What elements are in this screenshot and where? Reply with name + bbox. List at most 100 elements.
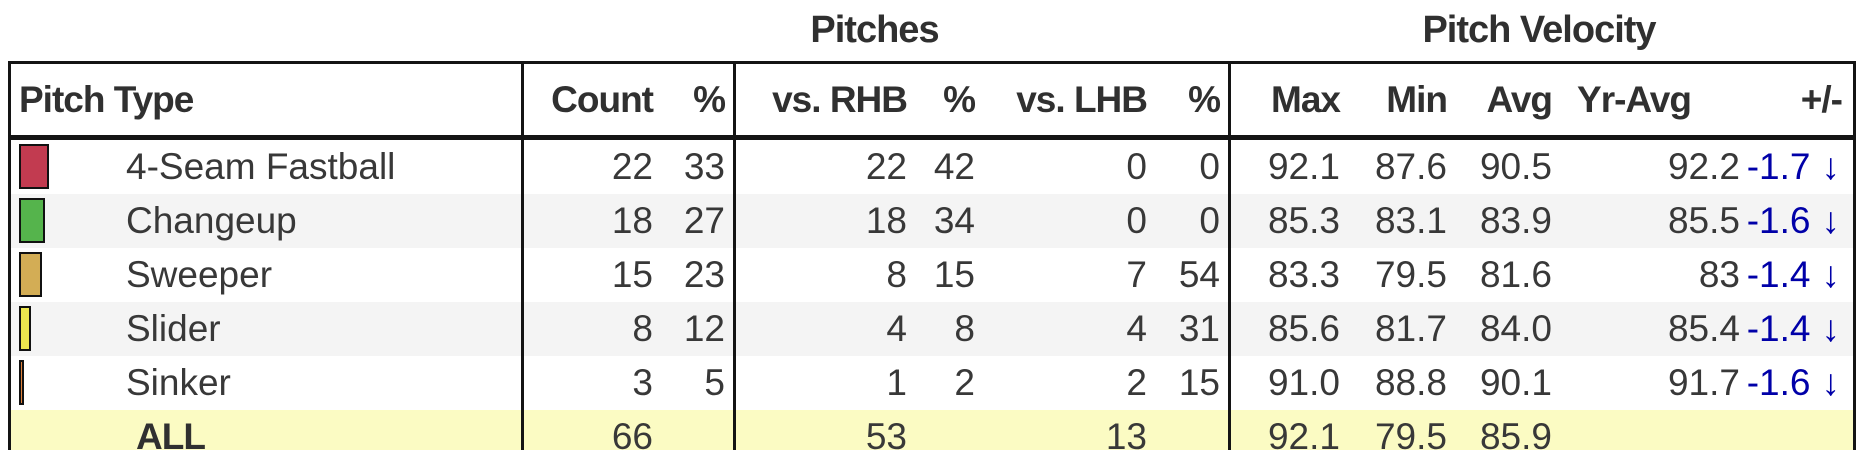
pitch-type-label: 4-Seam Fastball [126,146,396,187]
pitch-color-swatch [19,198,45,243]
pitch-color-swatch [19,306,31,351]
plus-minus-cell: -1.4 ↓ [1748,248,1850,302]
empty-cell [1748,410,1850,450]
count-pct-cell: 23 [683,254,725,295]
velo-diff-value: -1.7 [1748,146,1811,187]
count-cell: 22 [521,140,661,194]
vs-lhb-cell: 7 [1126,254,1147,295]
avg-velo-cell: 90.5 [1479,146,1552,187]
col-header-avg: Avg [1486,78,1553,120]
velo-diff-value: -1.6 [1748,200,1811,241]
avg-velo-cell: 90.1 [1479,362,1552,403]
max-velo-cell: 91.0 [1228,356,1348,410]
table-row-sweeper: Sweeper 15 23 8 15 7 54 83.3 79.5 81.6 8… [11,248,1853,302]
total-max-velo-cell: 92.1 [1228,410,1348,450]
vs-lhb-cell: 0 [1126,200,1147,241]
pitch-color-swatch [19,360,24,405]
pitch-type-cell: Slider [11,302,521,356]
pitch-type-label: Sweeper [126,254,273,295]
yr-avg-cell: 85.4 [1667,308,1740,349]
lhb-pct-cell: 54 [1178,254,1220,295]
col-header-plus-minus: +/- [1800,78,1843,120]
pitch-type-label: Changeup [126,200,297,241]
count-cell: 8 [521,302,661,356]
down-arrow-icon: ↓ [1821,362,1841,403]
vs-lhb-cell: 0 [1126,146,1147,187]
pitch-type-label: Sinker [126,362,231,403]
empty-cell [915,410,983,450]
col-header-yr-avg: Yr-Avg [1577,78,1692,120]
table-row-sinker: Sinker 3 5 1 2 2 15 91.0 88.8 90.1 91.7 … [11,356,1853,410]
empty-cell [661,410,733,450]
col-header-vs-rhb: vs. RHB [733,64,915,135]
rhb-pct-cell: 8 [954,308,975,349]
total-avg-velo-cell: 85.9 [1479,416,1552,450]
down-arrow-icon: ↓ [1821,200,1841,241]
rhb-pct-cell: 15 [933,254,975,295]
avg-velo-cell: 83.9 [1479,200,1552,241]
min-velo-cell: 79.5 [1374,254,1447,295]
pitch-color-swatch [19,144,49,189]
total-min-velo-cell: 79.5 [1374,416,1447,450]
count-cell: 15 [521,248,661,302]
group-header-pitches: Pitches [810,9,939,51]
min-velo-cell: 81.7 [1374,308,1447,349]
velo-diff-value: -1.6 [1748,362,1811,403]
vs-lhb-cell: 2 [1126,362,1147,403]
rhb-pct-cell: 42 [933,146,975,187]
plus-minus-cell: -1.6 ↓ [1748,356,1850,410]
col-header-vs-lhb: vs. LHB [1016,78,1148,120]
rhb-pct-cell: 2 [954,362,975,403]
max-velo-cell: 83.3 [1228,248,1348,302]
vs-rhb-cell: 1 [733,356,915,410]
lhb-pct-cell: 31 [1178,308,1220,349]
total-count-cell: 66 [521,410,661,450]
lhb-pct-cell: 15 [1178,362,1220,403]
pitch-type-cell: Sinker [11,356,521,410]
table-row-4-seam-fastball: 4-Seam Fastball 22 33 22 42 0 0 92.1 87.… [11,140,1853,194]
col-header-lhb-pct: % [1188,78,1221,120]
total-vs-rhb-cell: 53 [733,410,915,450]
down-arrow-icon: ↓ [1821,254,1841,295]
yr-avg-cell: 85.5 [1667,200,1740,241]
max-velo-cell: 85.6 [1228,302,1348,356]
lhb-pct-cell: 0 [1199,200,1220,241]
count-cell: 18 [521,194,661,248]
col-header-rhb-pct: % [943,78,976,120]
min-velo-cell: 88.8 [1374,362,1447,403]
min-velo-cell: 87.6 [1374,146,1447,187]
col-header-max: Max [1228,64,1348,135]
down-arrow-icon: ↓ [1821,308,1841,349]
table-row-changeup: Changeup 18 27 18 34 0 0 85.3 83.1 83.9 … [11,194,1853,248]
col-header-pitch-type: Pitch Type [19,78,194,120]
count-pct-cell: 27 [683,200,725,241]
col-header-count-pct: % [693,78,726,120]
pitch-type-label: Slider [126,308,221,349]
col-header-min: Min [1386,78,1448,120]
vs-rhb-cell: 18 [733,194,915,248]
vs-lhb-cell: 4 [1126,308,1147,349]
max-velo-cell: 92.1 [1228,140,1348,194]
vs-rhb-cell: 4 [733,302,915,356]
empty-cell [1560,410,1748,450]
table-header-row: Pitch Type Count % vs. RHB % vs. LHB % M… [11,64,1853,140]
avg-velo-cell: 81.6 [1479,254,1552,295]
count-pct-cell: 33 [683,146,725,187]
yr-avg-cell: 92.2 [1667,146,1740,187]
empty-cell [1155,410,1228,450]
rhb-pct-cell: 34 [933,200,975,241]
table-row-slider: Slider 8 12 4 8 4 31 85.6 81.7 84.0 85.4… [11,302,1853,356]
pitch-type-cell: Sweeper [11,248,521,302]
total-vs-lhb-cell: 13 [1105,416,1147,450]
max-velo-cell: 85.3 [1228,194,1348,248]
group-header-pitch-velocity: Pitch Velocity [1422,9,1656,51]
velo-diff-value: -1.4 [1748,308,1811,349]
velo-diff-value: -1.4 [1748,254,1811,295]
plus-minus-cell: -1.4 ↓ [1748,302,1850,356]
table-row-all-totals: ALL 66 53 13 92.1 79.5 85.9 [11,410,1853,450]
lhb-pct-cell: 0 [1199,146,1220,187]
plus-minus-cell: -1.6 ↓ [1748,194,1850,248]
totals-label-cell: ALL [136,416,206,450]
plus-minus-cell: -1.7 ↓ [1748,140,1850,194]
